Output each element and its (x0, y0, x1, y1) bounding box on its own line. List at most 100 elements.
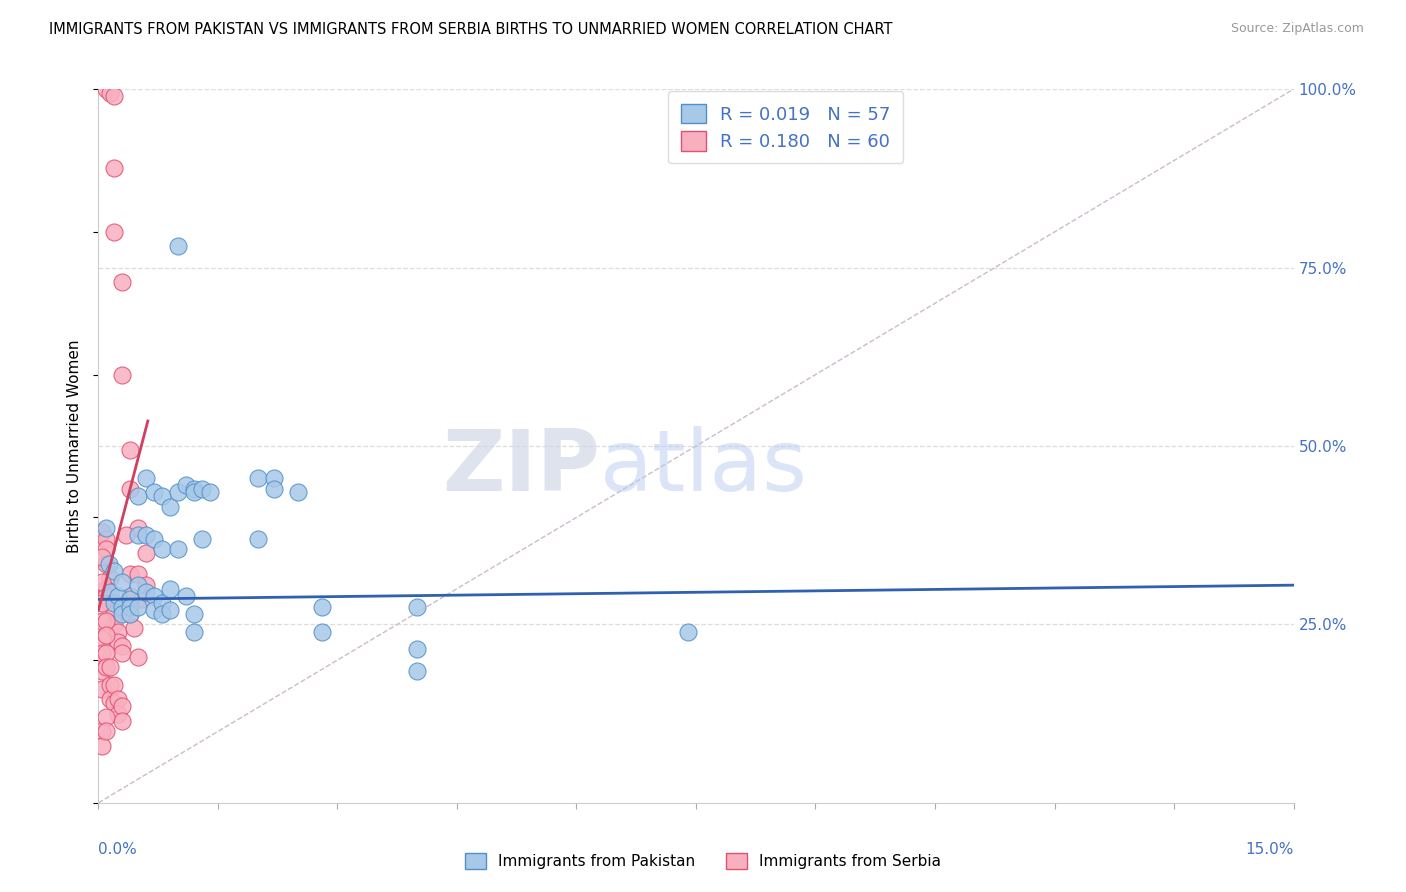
Point (127, 521, 149, 535)
Point (174, 478, 197, 492)
Point (143, 603, 166, 617)
Point (96, 710, 118, 724)
Point (111, 368, 134, 382)
Point (120, 607, 142, 621)
Point (127, 489, 149, 503)
Point (111, 646, 134, 660)
Point (127, 567, 149, 582)
Point (91, 614, 114, 628)
Point (406, 642, 429, 657)
Point (191, 482, 214, 496)
Point (98, 571, 122, 585)
Point (103, 599, 125, 614)
Point (150, 596, 173, 610)
Point (143, 589, 166, 603)
Point (91, 632, 114, 646)
Point (91, 646, 114, 660)
Text: atlas: atlas (600, 425, 808, 509)
Point (98, 692, 122, 706)
Point (97, 557, 120, 571)
Point (135, 578, 157, 592)
Point (91, 664, 114, 678)
Point (91, 724, 114, 739)
Y-axis label: Births to Unmarried Women: Births to Unmarried Women (67, 339, 83, 553)
Point (111, 699, 134, 714)
Point (127, 528, 149, 542)
Point (159, 500, 181, 514)
Text: IMMIGRANTS FROM PAKISTAN VS IMMIGRANTS FROM SERBIA BIRTHS TO UNMARRIED WOMEN COR: IMMIGRANTS FROM PAKISTAN VS IMMIGRANTS F… (49, 22, 893, 37)
Point (311, 599, 333, 614)
Point (98, 678, 122, 692)
Point (103, 696, 125, 710)
Point (127, 578, 149, 592)
Point (120, 607, 142, 621)
Point (246, 532, 269, 546)
Point (96, 628, 118, 642)
Point (111, 599, 134, 614)
Point (159, 582, 181, 596)
Point (96, 646, 118, 660)
Point (676, 624, 699, 639)
Point (91, 574, 114, 589)
Point (107, 692, 129, 706)
Point (103, 617, 125, 632)
Point (91, 549, 114, 564)
Point (91, 681, 114, 696)
Point (103, 596, 125, 610)
Point (107, 589, 129, 603)
Point (191, 532, 214, 546)
Point (96, 614, 118, 628)
Point (96, 582, 118, 596)
Point (167, 239, 190, 253)
Point (183, 485, 205, 500)
Point (111, 714, 134, 728)
Point (120, 442, 142, 457)
Point (246, 471, 269, 485)
Point (103, 161, 125, 175)
Point (120, 592, 142, 607)
Point (135, 528, 157, 542)
Legend: Immigrants from Pakistan, Immigrants from Serbia: Immigrants from Pakistan, Immigrants fro… (458, 847, 948, 875)
Point (150, 489, 173, 503)
Point (111, 639, 134, 653)
Point (98, 585, 122, 599)
Point (107, 706, 129, 721)
Point (406, 599, 429, 614)
Text: Source: ZipAtlas.com: Source: ZipAtlas.com (1230, 22, 1364, 36)
Point (96, 660, 118, 674)
Point (96, 724, 118, 739)
Point (124, 621, 146, 635)
Point (111, 574, 134, 589)
Point (103, 607, 125, 621)
Point (91, 739, 114, 753)
Point (103, 225, 125, 239)
Point (406, 664, 429, 678)
Point (96, 557, 118, 571)
Point (98, 660, 122, 674)
Point (135, 471, 157, 485)
Point (135, 585, 157, 599)
Point (174, 589, 197, 603)
Point (159, 603, 181, 617)
Point (167, 542, 190, 557)
Point (91, 596, 114, 610)
Point (120, 567, 142, 582)
Point (103, 89, 125, 103)
Point (143, 485, 166, 500)
Point (183, 482, 205, 496)
Point (91, 524, 114, 539)
Point (111, 607, 134, 621)
Point (111, 275, 134, 289)
Point (120, 599, 142, 614)
Point (96, 521, 118, 535)
Point (96, 589, 118, 603)
Point (150, 542, 173, 557)
Text: 0.0%: 0.0% (98, 842, 138, 857)
Point (120, 589, 142, 603)
Point (143, 532, 166, 546)
Point (103, 564, 125, 578)
Point (107, 635, 129, 649)
Point (150, 607, 173, 621)
Point (96, 532, 118, 546)
Point (183, 607, 205, 621)
